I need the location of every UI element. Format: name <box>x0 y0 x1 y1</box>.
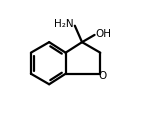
Text: H₂N: H₂N <box>54 19 74 29</box>
Text: OH: OH <box>96 29 112 39</box>
Text: O: O <box>99 71 107 81</box>
